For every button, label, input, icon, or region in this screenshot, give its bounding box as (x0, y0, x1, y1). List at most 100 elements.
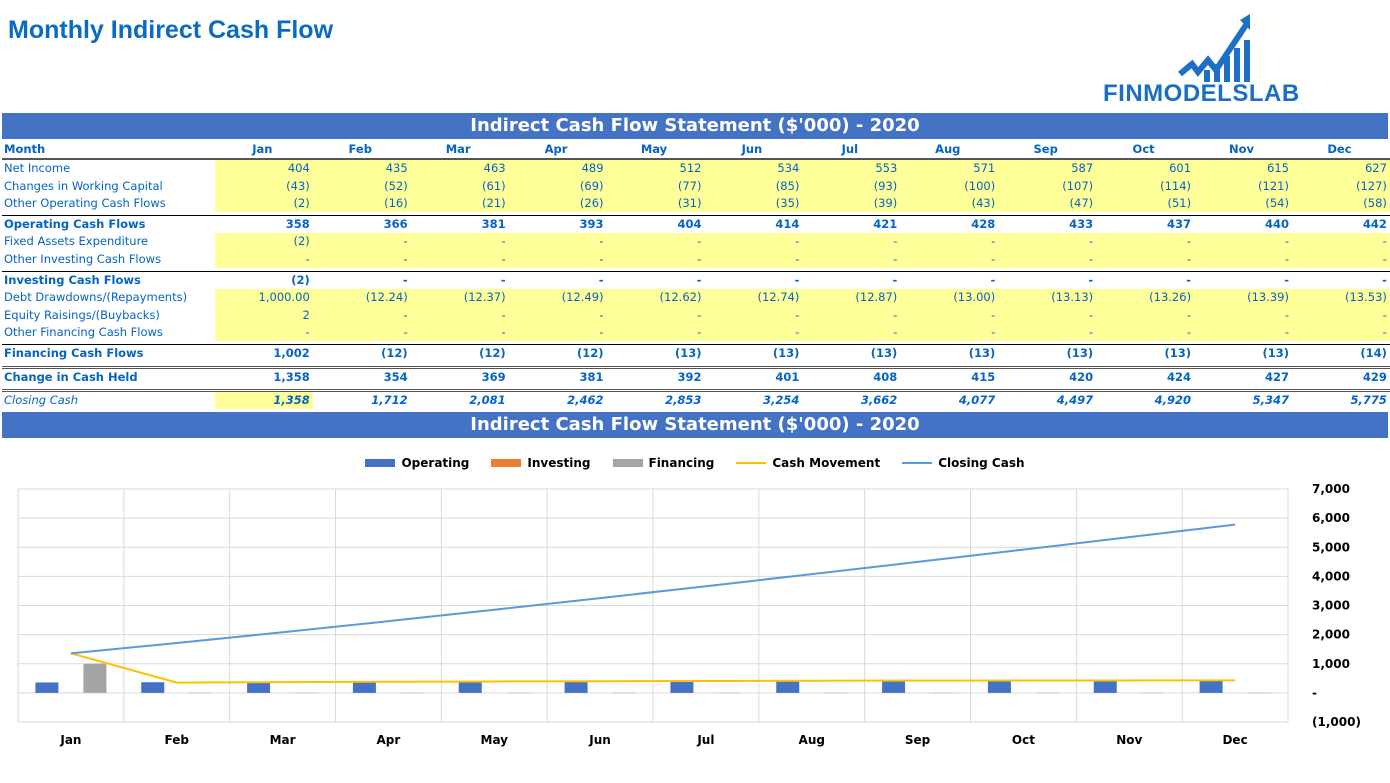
header-label: Month (4, 142, 46, 156)
table-row: Investing Cash Flows (2) - - - - - - - - - - - (2, 271, 1390, 289)
table-cell: 437 (1167, 217, 1192, 232)
table-cell: 1,000.00 (214, 289, 313, 307)
table-cell: (12.62) (606, 289, 705, 307)
table-cell: - (1291, 306, 1390, 324)
table-cell: (13.13) (998, 289, 1097, 307)
legend-swatch (365, 459, 396, 467)
row-label: Investing Cash Flows (4, 273, 141, 288)
bar-operating (987, 680, 1011, 693)
table-cell: (16) (312, 194, 411, 213)
table-cell: 366 (383, 217, 408, 232)
legend-swatch (902, 462, 933, 464)
table-cell: 2,081 (469, 392, 506, 407)
table-cell: - (704, 306, 803, 324)
table-cell: 442 (1362, 217, 1387, 232)
table-row: Debt Drawdowns/(Repayments) 1,000.00 (12.2… (2, 289, 1390, 307)
table-cell: - (1096, 306, 1195, 324)
page-title: Monthly Indirect Cash Flow (8, 16, 334, 44)
table-cell: (93) (802, 177, 901, 195)
x-tick-label: Oct (1012, 733, 1035, 747)
table-cell: 571 (900, 160, 999, 178)
table-cell: 5,347 (1252, 392, 1289, 407)
table-cell: (51) (1096, 194, 1195, 213)
table-row: Financing Cash Flows 1,002 (12) (12) (12) (13… (2, 344, 1390, 362)
table-row: Other Investing Cash Flows - - - - - - - - - - - - (2, 250, 1390, 269)
table-cell: 4,077 (958, 392, 996, 407)
y-tick-label: 6,000 (1312, 511, 1350, 525)
table-cell: - (998, 323, 1097, 342)
table-cell: (85) (704, 177, 803, 195)
table-row: Other Operating Cash Flows (2) (16) (21) (26… (2, 194, 1390, 213)
row-label: Closing Cash (4, 392, 79, 407)
table-cell: - (1096, 323, 1195, 342)
legend-swatch (736, 462, 767, 464)
table-cell: - (508, 306, 607, 324)
table-cell: (61) (410, 177, 509, 195)
y-tick-label: 1,000 (1312, 657, 1350, 671)
bar-operating (35, 682, 59, 693)
table-cell: - (1284, 273, 1289, 288)
month-header: Nov (1229, 142, 1255, 156)
month-header: Aug (935, 142, 961, 156)
table-cell: - (1382, 273, 1387, 288)
x-tick-label: Feb (165, 733, 190, 747)
bar-operating (352, 681, 376, 693)
table-cell: 601 (1096, 160, 1195, 178)
table-cell: (114) (1096, 177, 1195, 195)
table-cell: (12.49) (508, 289, 607, 307)
table-cell: (47) (998, 194, 1097, 213)
table-cell: - (312, 233, 411, 251)
table-cell: 420 (1069, 369, 1094, 384)
month-header: May (640, 142, 668, 156)
table-cell: 463 (410, 160, 509, 178)
table-cell: (13) (1262, 346, 1289, 361)
table-cell: - (606, 250, 705, 269)
table-cell: - (508, 250, 607, 269)
table-cell: 408 (873, 369, 898, 384)
row-label: Change in Cash Held (4, 369, 138, 384)
table-cell: (13) (968, 346, 996, 361)
table-cell: - (794, 273, 800, 288)
table-cell: (13.26) (1096, 289, 1195, 307)
x-tick-label: Jan (59, 733, 81, 747)
table-cell: - (900, 233, 999, 251)
row-label: Changes in Working Capital (4, 178, 163, 193)
month-header: Jul (841, 142, 859, 156)
table-cell: - (900, 306, 999, 324)
line-closing-cash (70, 523, 1236, 655)
legend-item: Financing (612, 456, 714, 470)
x-tick-label: Nov (1116, 733, 1142, 747)
table-cell: - (892, 273, 898, 288)
table-cell: 393 (579, 217, 604, 232)
table-row: Change in Cash Held 1,358 354 369 381 392 401 4… (2, 365, 1390, 386)
x-tick-label: Aug (799, 733, 825, 747)
row-label: Financing Cash Flows (4, 346, 144, 361)
table-cell: (21) (410, 194, 509, 213)
bar-operating (1093, 680, 1117, 693)
table-cell: - (410, 250, 509, 269)
table-cell: 4,920 (1154, 392, 1192, 407)
month-header: Sep (1033, 142, 1058, 156)
table-cell: (43) (900, 194, 999, 213)
table-cell: (13.53) (1291, 289, 1390, 307)
table-row: Equity Raisings/(Buybacks) 2- - - - - - - - - - - (2, 306, 1390, 324)
table-row: Fixed Assets Expenditure (2) - - - - - - - - - - - (2, 233, 1390, 251)
x-tick-label: Sep (905, 733, 931, 747)
x-tick-label: May (481, 733, 509, 747)
table-cell: 587 (998, 160, 1097, 178)
table-cell: - (1194, 323, 1292, 342)
table-cell: (58) (1291, 194, 1390, 213)
table-cell: - (508, 233, 607, 251)
table-cell: (12.24) (312, 289, 411, 307)
table-cell: - (900, 323, 999, 342)
table-cell: 615 (1194, 160, 1292, 178)
table-cell: (12) (381, 346, 408, 361)
y-tick-label: 7,000 (1312, 482, 1350, 496)
table-cell: (2) (214, 194, 313, 213)
table-cell: - (606, 233, 705, 251)
table-cell: 415 (971, 369, 996, 384)
table-cell: (26) (508, 194, 607, 213)
x-tick-label: Jun (588, 733, 611, 747)
table-cell: 3,662 (860, 392, 898, 407)
cash-flow-chart: 7,000 6,000 5,000 4,000 3,000 2,000 1,000 - (1,0… (17, 482, 1361, 747)
